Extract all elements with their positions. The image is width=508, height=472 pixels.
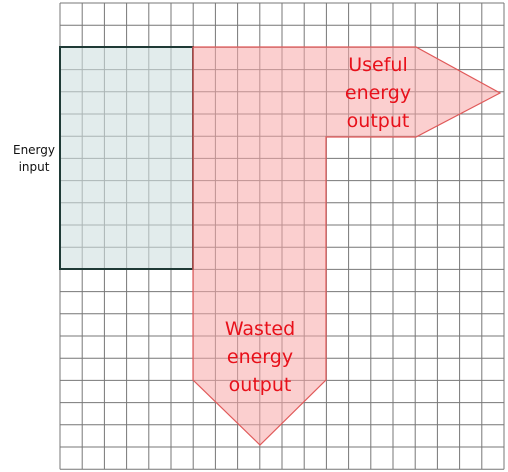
energy-input-box [59,46,194,270]
wasted-output-label: output [229,374,292,396]
energy-flow-arrows [192,46,502,446]
useful-output-label: Useful [348,54,408,76]
wasted-output-label: Wasted [225,318,295,340]
energy-input-label: input [19,160,50,174]
useful-output-label: output [347,110,410,132]
wasted-output-label: energy [227,346,293,368]
useful-output-label: energy [345,82,411,104]
energy-input-label: Energy [13,143,55,157]
